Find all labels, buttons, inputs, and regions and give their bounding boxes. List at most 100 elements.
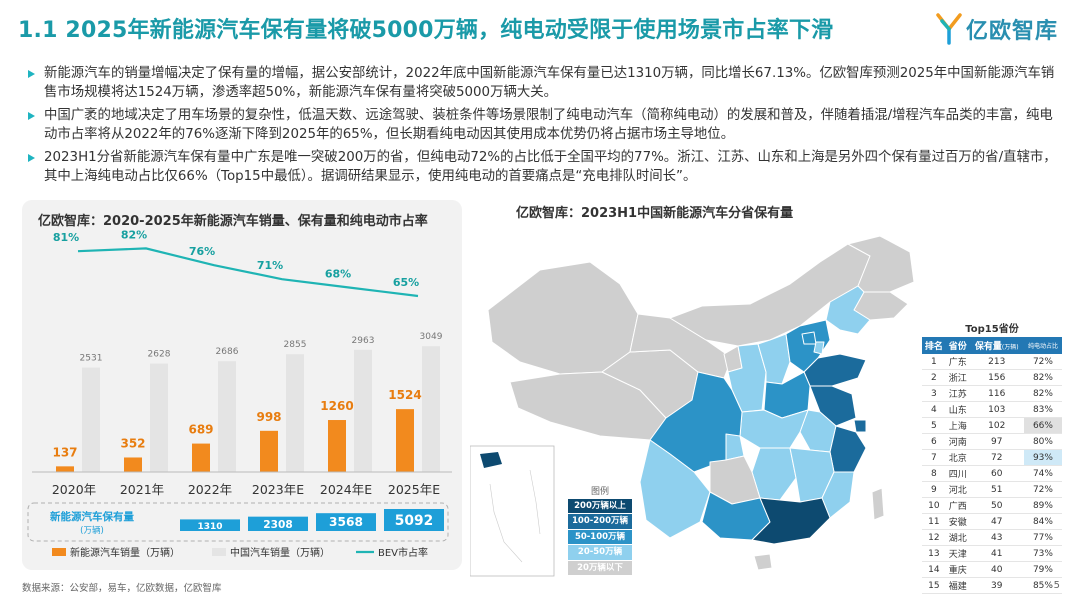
map-legend-title: 图例 xyxy=(590,487,609,497)
bullet-3: 2023H1分省新能源汽车保有量中广东是唯一突破200万的省，但纯电动72%的占… xyxy=(24,148,1064,186)
ownership-cell: 41 xyxy=(969,545,1024,562)
rank-cell: 12 xyxy=(922,529,946,546)
province-guangdong xyxy=(751,497,831,545)
ownership-bar-3 xyxy=(316,513,376,531)
table-row: 9 河北 51 72% xyxy=(922,481,1062,498)
bullet-1: 新能源汽车的销量增幅决定了保有量的增幅，据公安部统计，2022年底中国新能源汽车… xyxy=(24,64,1064,102)
province-taiwan xyxy=(871,487,885,521)
bev-share-cell: 77% xyxy=(1023,529,1062,546)
bev-share-cell: 82% xyxy=(1023,369,1062,386)
ownership-bar-4 xyxy=(384,509,444,531)
table-row: 7 北京 72 93% xyxy=(922,449,1062,466)
nev-sales-label-5: 1260 xyxy=(320,399,353,413)
bev-label-5: 68% xyxy=(325,268,351,281)
legend-item-5: 20万辆以下 xyxy=(568,560,632,575)
province-liaoning xyxy=(825,285,871,335)
bev-share-cell: 72% xyxy=(1023,481,1062,498)
ownership-cell: 116 xyxy=(969,385,1024,402)
legend-item-1: 200万辆以上 xyxy=(568,499,632,514)
nev-sales-bar-3 xyxy=(192,443,210,472)
logo-text: 亿欧智库 xyxy=(965,19,1058,44)
ownership-bar-2 xyxy=(248,516,308,531)
table-row: 13 天津 41 73% xyxy=(922,545,1062,562)
car-sales-bar-6 xyxy=(422,346,440,472)
nev-sales-label-4: 998 xyxy=(256,410,281,424)
province-cell: 浙江 xyxy=(945,369,970,386)
bev-label-4: 71% xyxy=(257,259,283,272)
bev-share-cell: 85% xyxy=(1023,577,1062,594)
rank-cell: 1 xyxy=(922,354,946,370)
table-row: 5 上海 102 66% xyxy=(922,417,1062,434)
province-cell: 山东 xyxy=(945,401,970,418)
car-sales-bar-3 xyxy=(218,361,236,472)
rank-cell: 14 xyxy=(922,561,946,578)
nev-sales-bar-6 xyxy=(396,409,414,472)
province-hubei xyxy=(739,409,809,449)
table-row: 12 湖北 43 77% xyxy=(922,529,1062,546)
province-fujian xyxy=(821,471,855,519)
province-xinjiang xyxy=(487,261,639,375)
province-cell: 河北 xyxy=(945,481,970,498)
ownership-value-2: 2308 xyxy=(263,519,293,531)
page-title: 1.1 2025年新能源汽车保有量将破5000万辆，纯电动受限于使用场景市占率下… xyxy=(18,18,834,43)
nev-sales-bar-2 xyxy=(124,457,142,472)
bev-share-cell: 73% xyxy=(1023,545,1062,562)
car-sales-label-1: 2531 xyxy=(80,354,103,364)
legend-item-3: 50-100万辆 xyxy=(568,529,632,545)
bullet-2: 中国广袤的地域决定了用车场景的复杂性，低温天数、远途驾驶、装桩条件等场景限制了纯… xyxy=(24,106,1064,144)
nev-sales-bar-5 xyxy=(328,420,346,472)
legend-item-2: 100-200万辆 xyxy=(568,514,632,529)
col-ownership: 保有量(万辆) xyxy=(969,337,1024,354)
ownership-unit: (万辆) xyxy=(80,525,104,536)
province-shanghai xyxy=(853,419,867,433)
table-row: 8 四川 60 74% xyxy=(922,465,1062,482)
province-beijing xyxy=(801,331,817,345)
legend-swatch-car xyxy=(212,548,226,556)
province-cell: 四川 xyxy=(945,465,970,482)
x-tick-1: 2020年 xyxy=(52,482,96,497)
col-bev-share: 纯电动占比 xyxy=(1023,337,1062,354)
legend-label-bev: BEV市占率 xyxy=(378,546,428,559)
province-zhejiang xyxy=(829,425,867,473)
bullet-list: 新能源汽车的销量增幅决定了保有量的增幅，据公安部统计，2022年底中国新能源汽车… xyxy=(24,64,1064,190)
province-cell: 江苏 xyxy=(945,385,970,402)
bev-share-cell: 66% xyxy=(1023,417,1062,434)
car-sales-bar-1 xyxy=(82,367,100,472)
car-sales-label-4: 2855 xyxy=(284,340,307,350)
ownership-value-4: 5092 xyxy=(395,513,433,529)
province-yunnan xyxy=(639,439,711,539)
south-china-sea-inset xyxy=(470,445,555,577)
province-innermongolia xyxy=(669,243,871,347)
rank-cell: 15 xyxy=(922,577,946,594)
rank-cell: 3 xyxy=(922,385,946,402)
logo-icon xyxy=(936,13,962,45)
bev-share-cell: 83% xyxy=(1023,401,1062,418)
rank-cell: 13 xyxy=(922,545,946,562)
bev-label-1: 81% xyxy=(53,231,79,244)
car-sales-label-3: 2686 xyxy=(216,347,239,357)
ownership-value-1: 1310 xyxy=(197,522,222,532)
map-legend: 图例 200万辆以上 100-200万辆 50-100万辆 20-50万辆 20… xyxy=(568,484,632,576)
ownership-cell: 39 xyxy=(969,577,1024,594)
table-row: 1 广东 213 72% xyxy=(922,354,1062,370)
ownership-cell: 72 xyxy=(969,449,1024,466)
china-province-map xyxy=(470,235,915,577)
province-tianjin xyxy=(813,341,825,355)
bev-share-cell: 82% xyxy=(1023,385,1062,402)
car-sales-label-2: 2628 xyxy=(148,350,171,360)
table-row: 2 浙江 156 82% xyxy=(922,369,1062,386)
legend-swatch-nev xyxy=(52,548,66,556)
province-cell: 福建 xyxy=(945,577,970,594)
ownership-label: 新能源汽车保有量 xyxy=(50,510,134,523)
province-hebei xyxy=(785,319,831,373)
rank-cell: 6 xyxy=(922,433,946,450)
table-row: 4 山东 103 83% xyxy=(922,401,1062,418)
car-sales-label-6: 3049 xyxy=(420,332,443,342)
bev-share-cell: 89% xyxy=(1023,497,1062,514)
bev-share-cell: 79% xyxy=(1023,561,1062,578)
rank-cell: 10 xyxy=(922,497,946,514)
table-row: 14 重庆 40 79% xyxy=(922,561,1062,578)
sales-chart-panel: 亿欧智库：2020-2025年新能源汽车销量、保有量和纯电动市占率 81% 82%… xyxy=(22,200,462,570)
bev-share-cell: 74% xyxy=(1023,465,1062,482)
nev-sales-label-1: 137 xyxy=(52,445,77,459)
